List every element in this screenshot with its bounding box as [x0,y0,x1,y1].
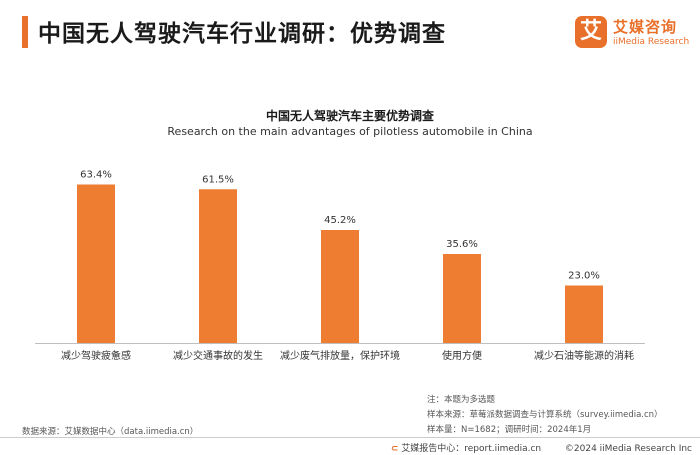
value-label-1: 63.4% [80,170,112,181]
survey-notes: 注：本题为多选题 样本来源：草莓派数据调查与计算系统（survey.iimedi… [427,393,663,438]
logo-mark-icon: 艾 [575,16,607,48]
report-center-link[interactable]: 艾媒报告中心：report.iimedia.cn [401,444,542,454]
copyright: ©2024 iiMedia Research Inc [564,444,692,454]
bar-5 [565,285,603,343]
note-sample-source: 样本来源：草莓派数据调查与计算系统（survey.iimedia.cn） [427,410,663,420]
note-sample-info: 样本量：N=1682；调研时间：2024年1月 [427,425,592,435]
iimedia-logo: 艾 艾媒咨询 iiMedia Research [575,14,695,54]
title-accent-bar [22,16,28,48]
note-multiple-choice: 注：本题为多选题 [427,395,496,405]
category-label-5: 减少石油等能源的消耗 [534,349,634,362]
bar-3 [321,230,359,343]
bar-4 [443,254,481,343]
logo-mark-glyph: 艾 [579,19,602,44]
category-label-1: 减少驾驶疲惫感 [61,349,131,362]
category-label-2: 减少交通事故的发生 [173,349,263,362]
bar-chart: 63.4% 减少驾驶疲惫感 61.5% 减少交通事故的发生 45.2% 减少废气排放量，保… [35,170,645,362]
page-title: 中国无人驾驶汽车行业调研：优势调查 [38,21,446,47]
data-source: 数据来源：艾媒数据中心（data.iimedia.cn） [22,427,199,437]
value-label-3: 45.2% [324,215,356,226]
footer-divider [0,437,700,438]
logo-name-en: iiMedia Research [613,37,690,47]
value-label-2: 61.5% [202,174,234,185]
value-label-4: 35.6% [446,239,478,250]
chart-title: 中国无人驾驶汽车主要优势调查 [265,109,434,123]
bar-2 [199,189,237,343]
chart-subtitle: Research on the main advantages of pilot… [167,125,533,138]
footer: ⊂ 艾媒报告中心：report.iimedia.cn ©2024 iiMedia… [391,441,692,454]
bar-1 [77,184,115,343]
report-center-icon: ⊂ [390,444,399,454]
category-label-4: 使用方便 [442,349,482,362]
value-label-5: 23.0% [568,271,600,282]
logo-name-cn: 艾媒咨询 [613,18,678,36]
category-label-3: 减少废气排放量，保护环境 [280,349,400,362]
